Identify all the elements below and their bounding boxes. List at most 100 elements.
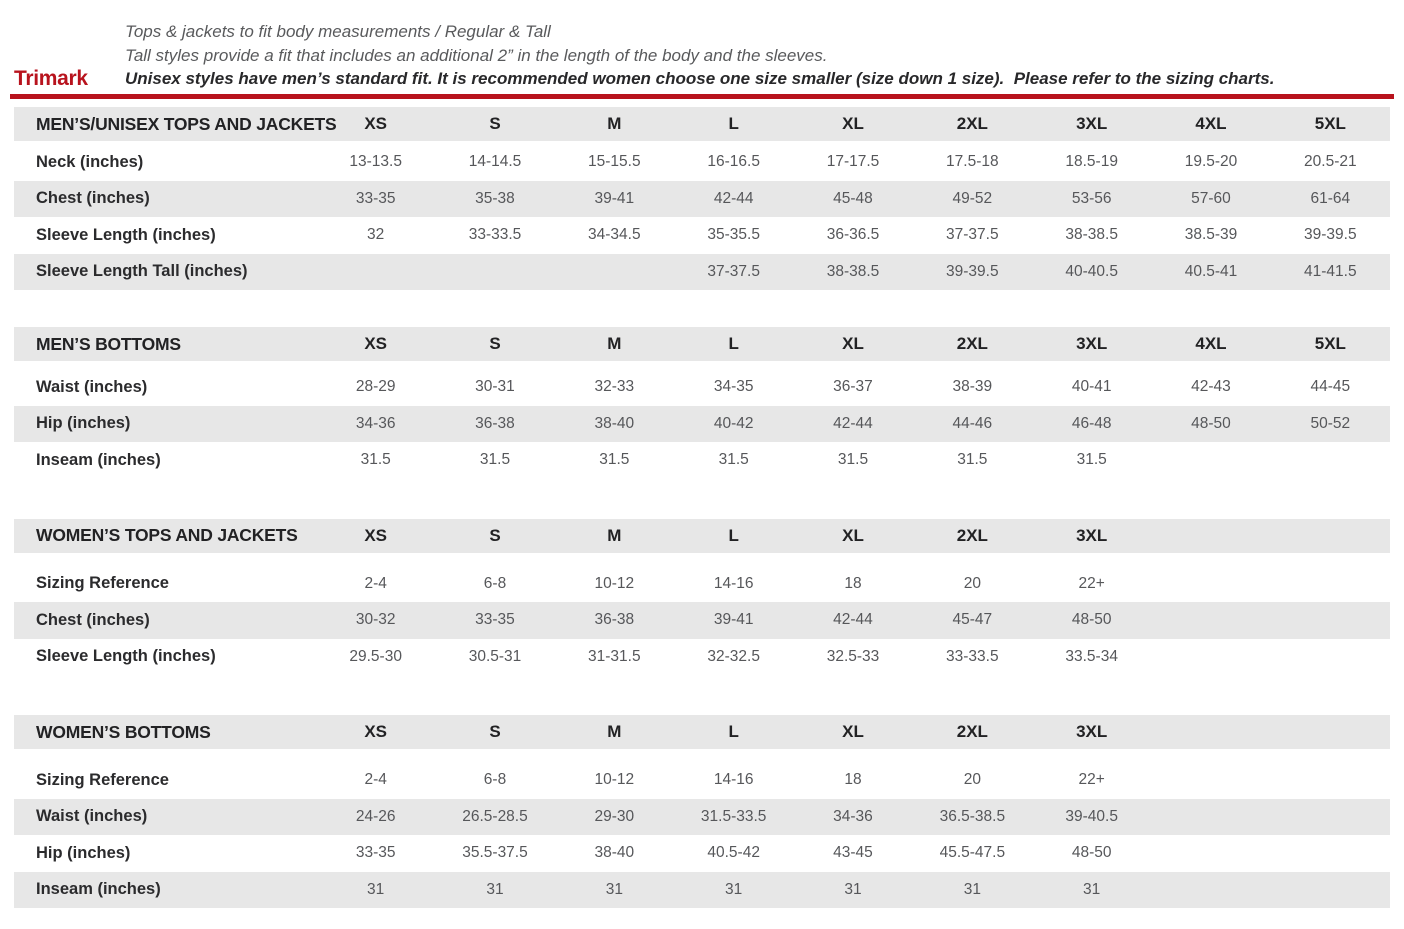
- value-cell: 31: [367, 880, 385, 898]
- size-header-cell: S: [489, 334, 501, 353]
- row-label: Sleeve Length (inches): [36, 647, 216, 666]
- table-header-row: WOMEN’S BOTTOMS XS S M L XL 2XL 3XL: [14, 715, 1390, 749]
- value-cell: 31.5-33.5: [700, 807, 767, 825]
- size-header-cell: 3XL: [1076, 334, 1108, 353]
- row-label: Sleeve Length (inches): [36, 225, 216, 244]
- size-header-cell: L: [728, 334, 739, 353]
- value-cell: 29-30: [594, 807, 635, 825]
- value-cell: 40.5-42: [707, 844, 760, 862]
- size-header-cell: 3XL: [1076, 114, 1108, 133]
- value-cell: 34-35: [713, 378, 754, 396]
- table-header-row: MEN’S/UNISEX TOPS AND JACKETS XS S M L XL 2XL 3…: [14, 107, 1390, 141]
- value-cell: 30-32: [355, 611, 396, 629]
- value-cell: 14-14.5: [468, 153, 522, 171]
- value-cell: 32.5-33: [826, 647, 880, 665]
- value-cell: 38-38.5: [826, 262, 880, 280]
- size-header-cell: 2XL: [956, 722, 988, 741]
- value-cell: 18: [844, 771, 862, 789]
- value-cell: 39-41: [713, 611, 754, 629]
- value-cell: 2-4: [364, 771, 387, 789]
- size-header-cell: M: [607, 525, 622, 545]
- value-cell: 40-40.5: [1065, 262, 1118, 280]
- value-cell: 44-45: [1310, 378, 1351, 396]
- table-row: Sleeve Length Tall (inches) 37-37.5 38-38.…: [14, 253, 1390, 290]
- size-header-cell: 2XL: [956, 334, 988, 353]
- size-table: WOMEN’S BOTTOMS XS S M L XL 2XL 3XL Sizing Refer…: [14, 715, 1390, 908]
- brand-logo-text: Trimark: [14, 67, 88, 90]
- value-cell: 48-50: [1071, 611, 1112, 629]
- value-cell: 32-33: [594, 378, 635, 396]
- value-cell: 19.5-20: [1184, 153, 1238, 171]
- size-header-cell: 5XL: [1314, 334, 1346, 353]
- table-row: Sleeve Length (inches) 29.5-30 30.5-31 31-3…: [14, 639, 1390, 676]
- size-header-cell: XS: [364, 114, 387, 133]
- row-label: Neck (inches): [36, 152, 144, 171]
- size-header-cell: 4XL: [1195, 114, 1227, 133]
- intro-text: Tops & jackets to fit body measurements …: [125, 20, 1274, 91]
- row-label: Chest (inches): [36, 189, 150, 208]
- value-cell: 31.5: [718, 451, 749, 469]
- row-label: Waist (inches): [36, 377, 148, 396]
- size-header-cell: XL: [842, 722, 864, 741]
- value-cell: 14-16: [713, 771, 754, 789]
- value-cell: 18: [844, 574, 862, 592]
- value-cell: 43-45: [833, 844, 873, 862]
- table-title: WOMEN’S BOTTOMS: [36, 721, 211, 742]
- value-cell: 24-26: [355, 807, 396, 825]
- value-cell: 48-50: [1071, 844, 1112, 862]
- value-cell: 35-35.5: [707, 226, 760, 244]
- row-label: Sizing Reference: [36, 574, 169, 593]
- value-cell: 31.5: [837, 451, 869, 469]
- value-cell: 18.5-19: [1065, 153, 1118, 171]
- value-cell: 41-41.5: [1304, 262, 1357, 280]
- value-cell: 33.5-34: [1065, 647, 1118, 665]
- value-cell: 38-40: [594, 844, 635, 862]
- value-cell: 31: [844, 880, 862, 898]
- value-cell: 45-48: [833, 189, 873, 207]
- table-row: Sizing Reference 2-4 6-8 10-12 14-16 18 20 22+: [14, 566, 1390, 603]
- size-header-cell: 3XL: [1076, 525, 1108, 545]
- value-cell: 16-16.5: [707, 153, 760, 171]
- size-header-cell: 5XL: [1314, 114, 1346, 133]
- value-cell: 42-44: [833, 414, 873, 432]
- value-cell: 44-46: [952, 414, 993, 432]
- value-cell: 42-43: [1191, 378, 1231, 396]
- value-cell: 30-31: [475, 378, 515, 396]
- row-label: Inseam (inches): [36, 880, 161, 899]
- table-title: MEN’S BOTTOMS: [36, 333, 181, 354]
- value-cell: 31-31.5: [588, 647, 641, 665]
- size-header-cell: 4XL: [1195, 334, 1227, 353]
- size-header-cell: XS: [364, 525, 387, 545]
- value-cell: 33-35: [355, 844, 396, 862]
- size-header-cell: S: [489, 525, 501, 545]
- value-cell: 33-35: [355, 189, 396, 207]
- value-cell: 22+: [1078, 574, 1105, 592]
- value-cell: 31.5: [957, 451, 988, 469]
- table-row: Sleeve Length (inches) 32 33-33.5 34-34.5 35…: [14, 217, 1390, 254]
- size-header-cell: L: [728, 722, 739, 741]
- value-cell: 34-36: [355, 414, 396, 432]
- value-cell: 6-8: [483, 771, 507, 789]
- table-row: Hip (inches) 33-35 35.5-37.5 38-40 40.5-42 43…: [14, 835, 1390, 872]
- value-cell: 20: [963, 574, 981, 592]
- table-header-row: MEN’S BOTTOMS XS S M L XL 2XL 3XL 4XL 5XL: [14, 327, 1390, 361]
- value-cell: 20: [963, 771, 981, 789]
- size-header-cell: XL: [842, 525, 864, 545]
- value-cell: 40-41: [1071, 378, 1112, 396]
- intro-line-3: Unisex styles have men’s standard fit. I…: [125, 69, 1275, 88]
- size-header-cell: XS: [364, 334, 387, 353]
- value-cell: 39-39.5: [1304, 226, 1357, 244]
- value-cell: 10-12: [594, 771, 635, 789]
- value-cell: 31.5: [599, 451, 630, 469]
- value-cell: 31: [486, 880, 504, 898]
- size-table: MEN’S BOTTOMS XS S M L XL 2XL 3XL 4XL 5XL Waist (i…: [14, 327, 1390, 479]
- value-cell: 37-37.5: [707, 262, 760, 280]
- value-cell: 40.5-41: [1184, 262, 1238, 280]
- value-cell: 35.5-37.5: [462, 844, 528, 862]
- value-cell: 38-39: [952, 378, 993, 396]
- value-cell: 50-52: [1310, 414, 1351, 432]
- value-cell: 28-29: [355, 378, 396, 396]
- table-row: Waist (inches) 28-29 30-31 32-33 34-35 36-37 3…: [14, 369, 1390, 406]
- value-cell: 31.5: [479, 451, 511, 469]
- size-header-cell: XL: [842, 114, 864, 133]
